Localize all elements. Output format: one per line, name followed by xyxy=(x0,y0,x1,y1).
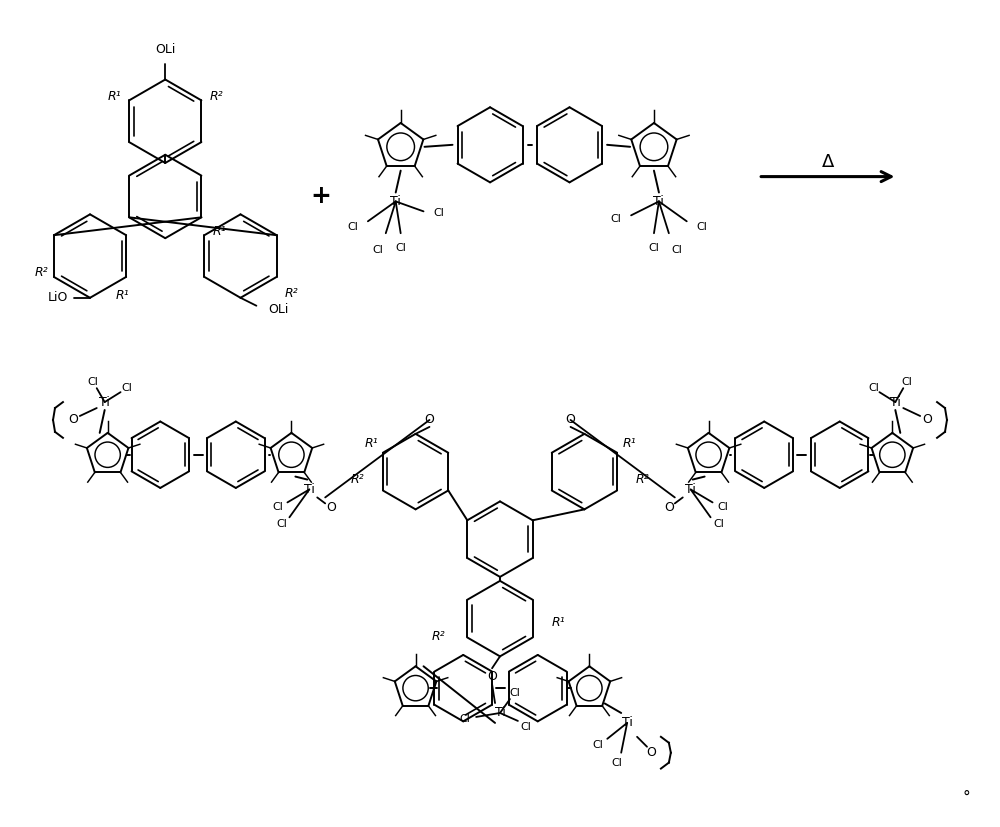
Text: O: O xyxy=(566,414,575,427)
Text: R¹: R¹ xyxy=(108,90,121,103)
Text: +: + xyxy=(311,184,332,208)
Text: R¹: R¹ xyxy=(364,437,378,450)
Text: R¹: R¹ xyxy=(552,616,565,629)
Text: Ti: Ti xyxy=(890,395,901,409)
Text: Cl: Cl xyxy=(272,502,283,513)
Text: Cl: Cl xyxy=(276,519,287,529)
Text: Cl: Cl xyxy=(347,222,358,232)
Text: OLi: OLi xyxy=(155,43,175,55)
Text: R²: R² xyxy=(636,473,650,486)
Text: Cl: Cl xyxy=(612,758,623,767)
Text: Cl: Cl xyxy=(868,383,879,393)
Text: Δ: Δ xyxy=(822,153,834,170)
Text: Cl: Cl xyxy=(902,377,913,387)
Text: R¹: R¹ xyxy=(212,225,226,237)
Text: O: O xyxy=(646,746,656,759)
Text: O: O xyxy=(487,670,497,683)
Text: LiO: LiO xyxy=(48,291,68,304)
Text: °: ° xyxy=(963,790,971,805)
Text: Cl: Cl xyxy=(372,245,383,256)
Text: Cl: Cl xyxy=(717,502,728,513)
Text: Cl: Cl xyxy=(395,243,406,253)
Text: Cl: Cl xyxy=(649,243,659,253)
Text: O: O xyxy=(68,414,78,427)
Text: Cl: Cl xyxy=(713,519,724,529)
Text: O: O xyxy=(664,501,674,514)
Text: Cl: Cl xyxy=(121,383,132,393)
Text: Ti: Ti xyxy=(653,195,664,208)
Text: Ti: Ti xyxy=(99,395,110,409)
Text: Cl: Cl xyxy=(610,214,621,224)
Text: O: O xyxy=(425,414,434,427)
Text: R²: R² xyxy=(34,266,48,280)
Text: R¹: R¹ xyxy=(115,289,129,302)
Text: Ti: Ti xyxy=(495,706,505,719)
Text: Cl: Cl xyxy=(671,245,682,256)
Text: Cl: Cl xyxy=(509,688,520,698)
Text: R²: R² xyxy=(209,90,223,103)
Text: O: O xyxy=(326,501,336,514)
Text: R²: R² xyxy=(350,473,364,486)
Text: Cl: Cl xyxy=(520,722,531,732)
Text: Cl: Cl xyxy=(697,222,708,232)
Text: Cl: Cl xyxy=(87,377,98,387)
Text: Cl: Cl xyxy=(592,740,603,750)
Text: Ti: Ti xyxy=(390,195,401,208)
Text: Ti: Ti xyxy=(304,483,315,496)
Text: R²: R² xyxy=(285,287,298,300)
Text: R²: R² xyxy=(432,630,445,643)
Text: O: O xyxy=(922,414,932,427)
Text: Ti: Ti xyxy=(622,716,633,729)
Text: Cl: Cl xyxy=(460,714,471,724)
Text: Cl: Cl xyxy=(433,208,444,218)
Text: Ti: Ti xyxy=(685,483,696,496)
Text: R¹: R¹ xyxy=(622,437,636,450)
Text: OLi: OLi xyxy=(268,304,289,316)
